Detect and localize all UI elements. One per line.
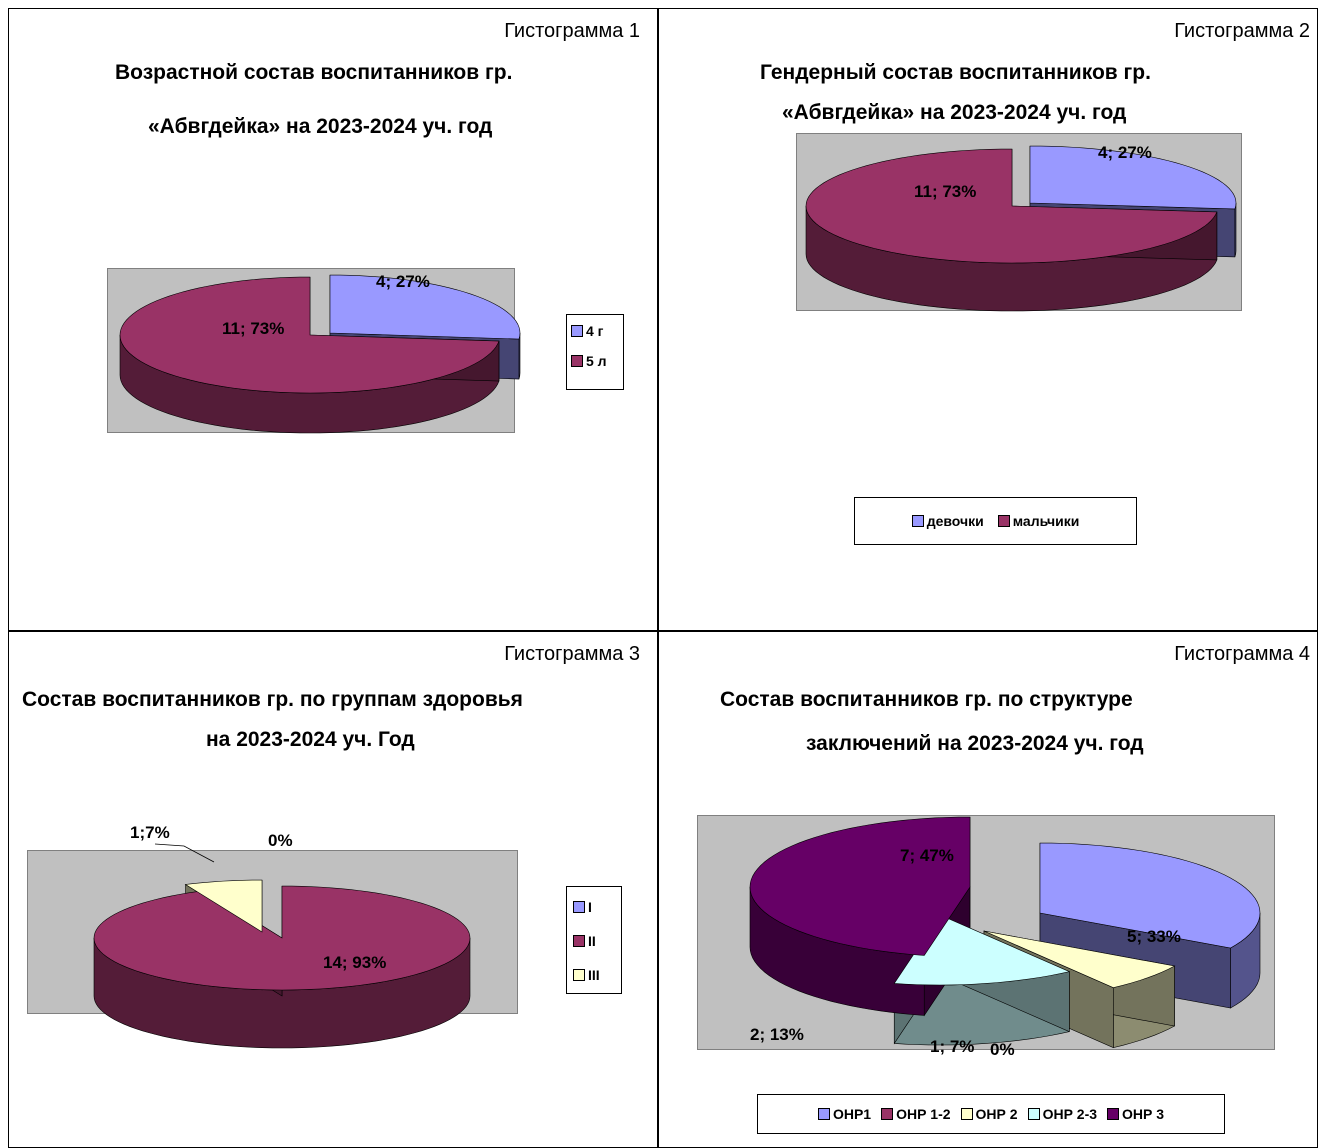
legend-label: II <box>588 933 596 949</box>
legend-label: ОНР1 <box>832 1106 872 1122</box>
legend-label: III <box>588 967 600 983</box>
panel-3-caption: Гистограмма 3 <box>504 643 640 665</box>
legend-item-onr2: ОНР 2 <box>960 1106 1018 1122</box>
legend-swatch <box>1107 1108 1120 1120</box>
legend-label: 4 г <box>586 323 604 339</box>
legend-item-onr2-3: ОНР 2-3 <box>1027 1106 1098 1122</box>
legend-swatch <box>573 901 585 913</box>
legend-swatch <box>997 515 1010 527</box>
legend-label: I <box>588 899 592 915</box>
pie-slice <box>184 879 263 933</box>
table-divider-horizontal <box>8 630 1318 632</box>
pie-slice <box>1039 842 1261 949</box>
legend-label: ОНР 1-2 <box>896 1106 951 1122</box>
legend-item-onr3: ОНР 3 <box>1107 1106 1164 1122</box>
data-label: 0% <box>990 1040 1015 1059</box>
panel-3-title-line1: Состав воспитанников гр. по группам здор… <box>22 688 523 711</box>
panel-2-caption: Гистограмма 2 <box>1174 20 1310 42</box>
pie-slice <box>805 148 1218 264</box>
data-label: 1; 7% <box>930 1037 974 1056</box>
panel-4-caption: Гистограмма 4 <box>1174 643 1310 665</box>
legend-item-onr1: ОНР1 <box>817 1106 872 1122</box>
data-label: 4; 27% <box>1098 143 1152 162</box>
legend-item-onr1-2: ОНР 1-2 <box>881 1106 951 1122</box>
legend-label: 5 л <box>586 353 607 369</box>
legend-item-boys: мальчики <box>997 513 1080 529</box>
legend-swatch <box>571 325 583 337</box>
data-label: 14; 93% <box>323 953 386 972</box>
pie-slice <box>1029 145 1237 210</box>
legend-item-II: II <box>573 933 621 949</box>
panel-4-title-line2: заключений на 2023-2024 уч. год <box>806 732 1144 755</box>
pie-slice <box>983 930 1176 988</box>
pie-slice <box>119 276 500 394</box>
chart-2-legend: девочки мальчики <box>854 497 1137 545</box>
table-divider-vertical <box>657 8 659 1148</box>
legend-swatch <box>881 1108 894 1120</box>
pie-slice <box>329 274 521 340</box>
label-leader-line <box>154 843 215 863</box>
legend-label: ОНР 2-3 <box>1042 1106 1098 1122</box>
pie-slice <box>749 816 971 956</box>
data-label: 4; 27% <box>376 272 430 291</box>
legend-item-III: III <box>573 967 621 983</box>
legend-swatch <box>571 355 583 367</box>
legend-swatch <box>960 1108 973 1120</box>
data-label: 5; 33% <box>1127 927 1181 946</box>
panel-2-title-line1: Гендерный состав воспитанников гр. <box>760 61 1151 84</box>
legend-label: девочки <box>926 513 984 529</box>
data-label: 1;7% <box>130 823 170 842</box>
legend-item-4g: 4 г <box>571 323 623 339</box>
legend-swatch <box>573 935 585 947</box>
legend-swatch <box>573 969 585 981</box>
panel-1-title-line2: «Абвгдейка» на 2023-2024 уч. год <box>148 115 493 138</box>
legend-label: мальчики <box>1012 513 1080 529</box>
pie-slice <box>93 885 471 991</box>
legend-item-girls: девочки <box>911 513 984 529</box>
legend-swatch <box>1027 1108 1040 1120</box>
legend-label: ОНР 3 <box>1122 1106 1165 1122</box>
panel-1-caption: Гистограмма 1 <box>504 20 640 42</box>
legend-swatch <box>911 515 924 527</box>
legend-label: ОНР 2 <box>975 1106 1018 1122</box>
chart-3-legend: I II III <box>566 886 622 994</box>
data-label: 11; 73% <box>914 182 976 201</box>
panel-2-title-line2: «Абвгдейка» на 2023-2024 уч. год <box>782 101 1127 124</box>
panel-3-title-line2: на 2023-2024 уч. Год <box>206 728 415 751</box>
data-label: 7; 47% <box>900 846 954 865</box>
data-label: 11; 73% <box>222 319 284 338</box>
data-label: 2; 13% <box>750 1025 804 1044</box>
legend-item-I: I <box>573 899 621 915</box>
chart-4-legend: ОНР1 ОНР 1-2 ОНР 2 ОНР 2-3 ОНР 3 <box>757 1094 1225 1134</box>
panel-4-title-line1: Состав воспитанников гр. по структуре <box>720 688 1133 711</box>
chart-1-legend: 4 г 5 л <box>566 314 624 390</box>
data-label: 0% <box>268 831 293 850</box>
legend-item-5l: 5 л <box>571 353 623 369</box>
panel-1-title-line1: Возрастной состав воспитанников гр. <box>115 61 513 84</box>
legend-swatch <box>817 1108 830 1120</box>
